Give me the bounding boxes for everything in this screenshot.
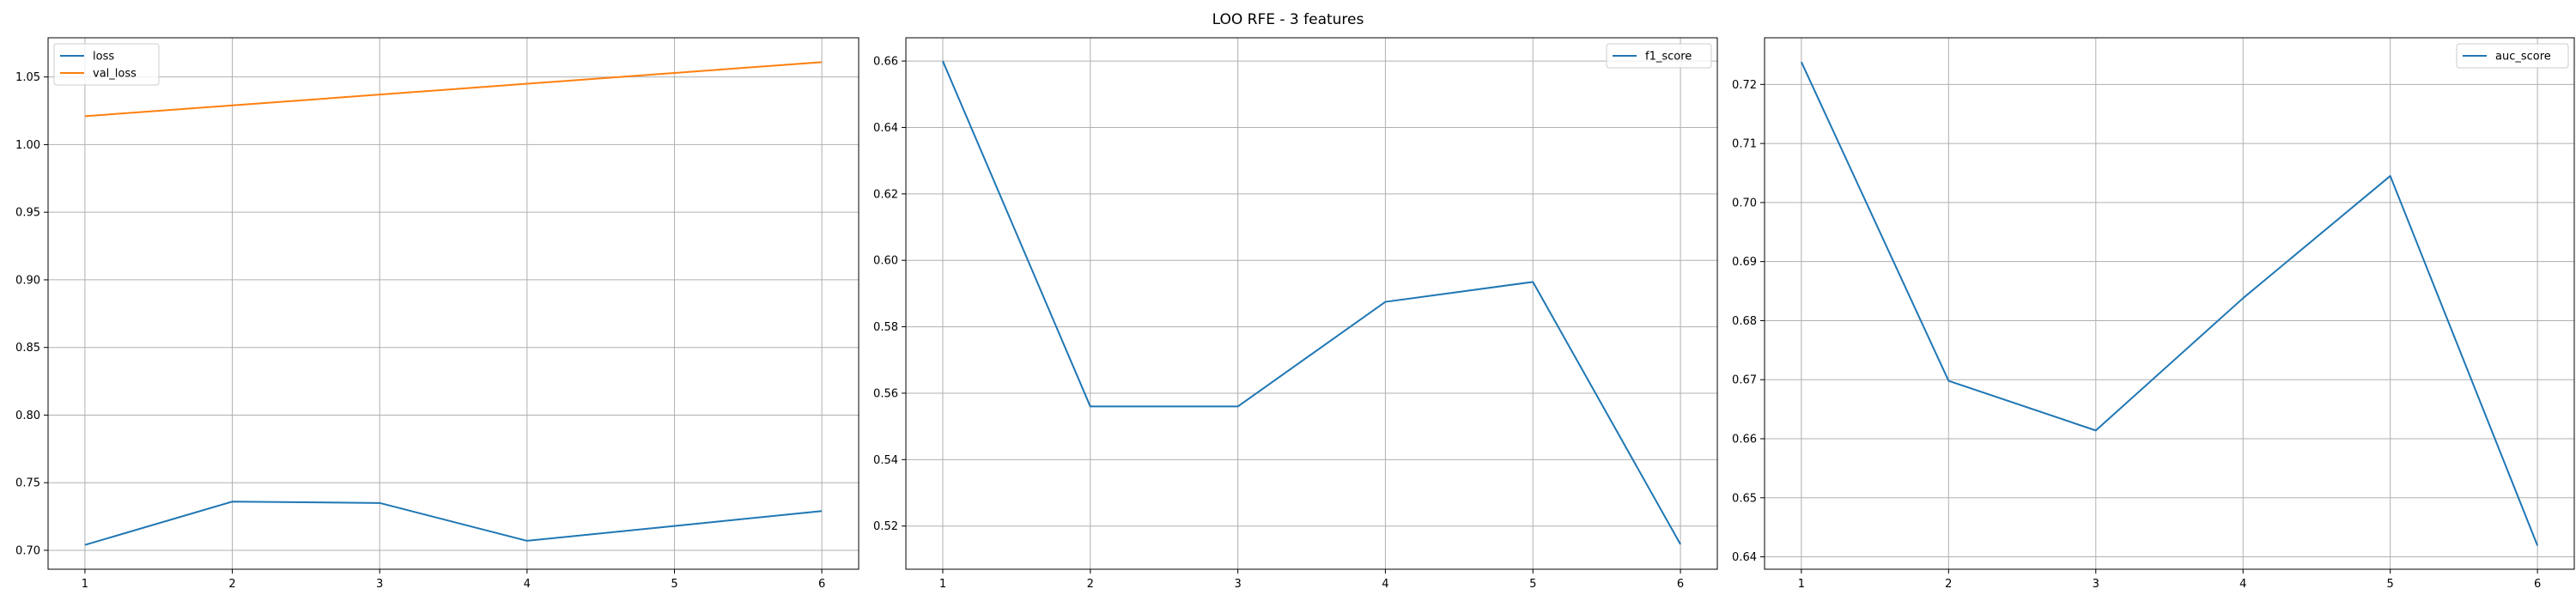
auc-score-subplot: 1 2 3 4 5 6 0.64 0.65 0.66 0.67 0.68 0.69 0.70 0.71 0.… [1732,37,2575,591]
y-tick-label: 0.71 [1732,138,1757,151]
y-tick-label: 1.05 [15,71,40,84]
x-tick-label: 4 [1382,578,1388,591]
y-tick-label: 0.66 [1732,434,1757,446]
y-tick-label: 0.85 [15,342,40,355]
x-tick-label: 5 [671,578,677,591]
x-tick-label: 5 [1529,578,1536,591]
x-tick-label: 4 [524,578,531,591]
x-tick-label: 5 [2387,578,2394,591]
y-tick-label: 0.54 [873,454,898,467]
legend-label: auc_score [2495,51,2551,64]
legend: f1_score [1606,43,1712,69]
y-tick-label: 0.95 [15,207,40,220]
legend: auc_score [2456,43,2569,69]
x-tick-label: 1 [1798,578,1805,591]
legend-label: val_loss [93,68,137,81]
axes-frame [47,37,860,570]
x-tick-label: 3 [376,578,383,591]
y-tick-label: 0.90 [15,274,40,287]
loss-line [84,501,823,546]
y-tick-label: 0.65 [1732,492,1757,505]
y-tick-label: 0.75 [15,477,40,490]
y-tick-label: 0.66 [873,56,898,69]
loss-subplot: 1 2 3 4 5 6 0.70 0.75 0.80 0.85 0.90 0.95 1.00 1.05 lo… [15,37,860,591]
legend-label: loss [93,51,114,64]
y-tick-label: 0.68 [1732,315,1757,328]
y-tick-label: 0.70 [15,544,40,557]
y-tick-label: 0.70 [1732,197,1757,209]
x-tick-label: 6 [2534,578,2541,591]
legend-box [53,43,160,86]
y-tick-label: 0.64 [873,122,898,135]
f1-score-subplot: 1 2 3 4 5 6 0.52 0.54 0.56 0.58 0.60 0.62 0.64 0.66 f1… [873,37,1718,591]
legend-box [1606,43,1712,69]
y-tick-label: 0.80 [15,410,40,422]
legend: loss val_loss [53,43,160,86]
x-tick-label: 2 [1087,578,1094,591]
y-tick-label: 0.60 [873,255,898,268]
val-loss-line [84,61,823,118]
plot-area [906,38,1717,569]
f1-score-line [942,60,1681,545]
y-tick-label: 1.00 [15,139,40,152]
y-tick-label: 0.69 [1732,256,1757,269]
y-tick-label: 0.52 [873,520,898,533]
x-tick-label: 1 [82,578,88,591]
x-tick-label: 3 [1234,578,1241,591]
plot-area [48,38,859,569]
x-tick-label: 3 [2093,578,2099,591]
y-tick-label: 0.64 [1732,551,1757,564]
axes-frame [1764,37,2575,570]
auc-score-line [1800,61,2539,546]
y-tick-label: 0.58 [873,321,898,334]
y-tick-label: 0.67 [1732,374,1757,387]
y-tick-label: 0.56 [873,387,898,400]
x-tick-label: 2 [1945,578,1952,591]
y-tick-label: 0.62 [873,188,898,201]
x-tick-label: 2 [228,578,235,591]
x-tick-label: 6 [818,578,825,591]
plot-area [1765,38,2574,569]
y-tick-label: 0.72 [1732,79,1757,92]
legend-label: f1_score [1645,51,1692,64]
figure-title: LOO RFE - 3 features [1212,11,1364,28]
legend-box [2456,43,2569,69]
x-tick-label: 4 [2239,578,2246,591]
axes-frame [905,37,1718,570]
x-tick-label: 1 [939,578,946,591]
x-tick-label: 6 [1677,578,1684,591]
